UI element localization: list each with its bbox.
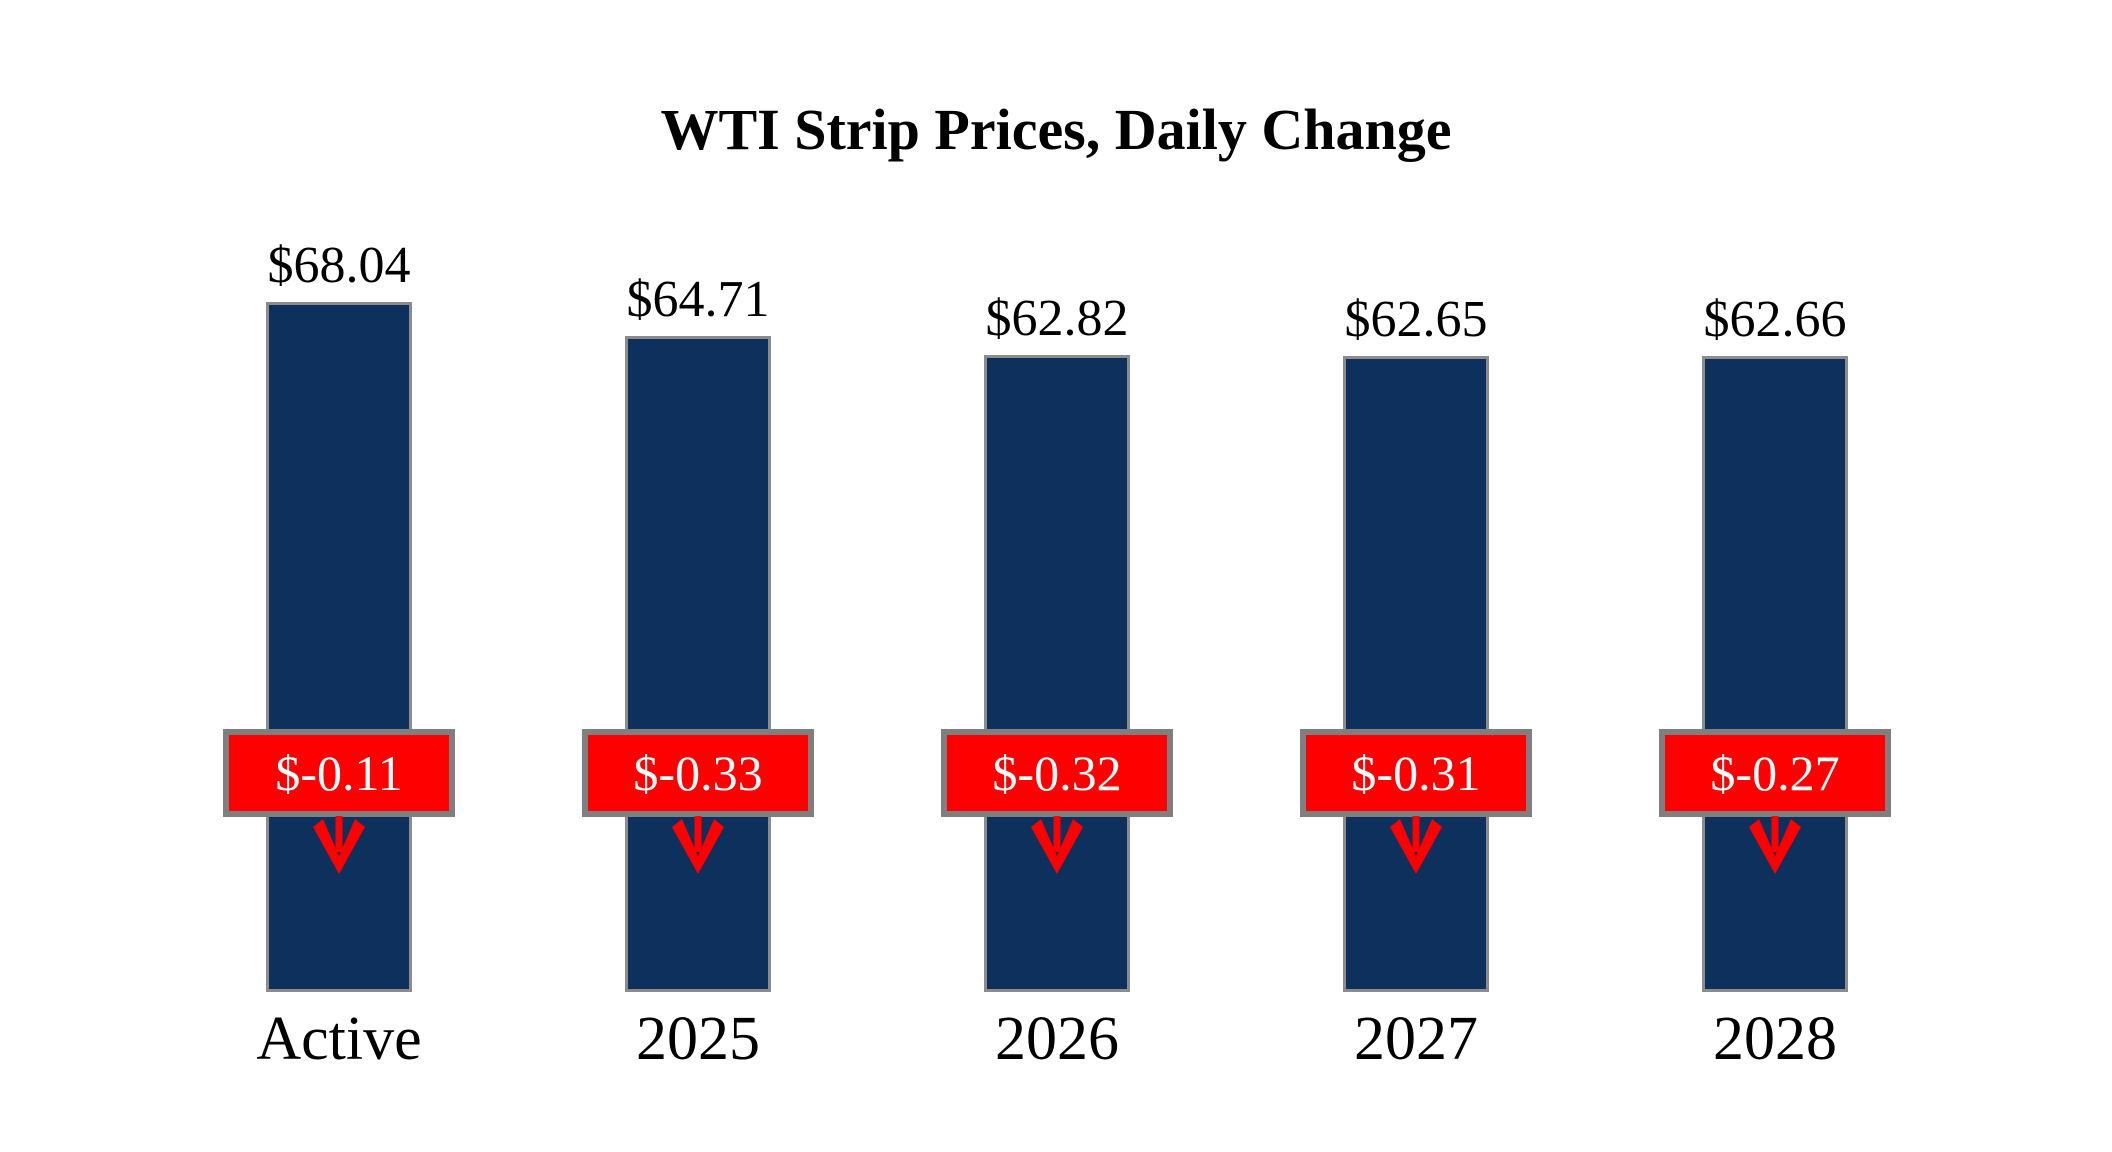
bar	[984, 355, 1130, 992]
change-badge: $-0.31	[1300, 729, 1532, 817]
category-label: Active	[256, 1005, 422, 1073]
category-label: 2025	[636, 1005, 760, 1073]
price-label: $62.82	[985, 290, 1129, 347]
change-label: $-0.32	[992, 745, 1122, 801]
change-badge: $-0.11	[223, 729, 455, 817]
category-label: 2027	[1354, 1005, 1478, 1073]
change-badge: $-0.27	[1659, 729, 1891, 817]
down-arrow-icon	[312, 816, 366, 874]
category-label: 2028	[1713, 1005, 1837, 1073]
price-label: $62.65	[1344, 291, 1488, 348]
down-arrow-icon	[671, 816, 725, 874]
change-label: $-0.11	[275, 745, 403, 801]
bar	[266, 302, 412, 992]
change-badge: $-0.33	[582, 729, 814, 817]
bar	[1702, 356, 1848, 992]
price-label: $68.04	[267, 237, 411, 294]
chart-title: WTI Strip Prices, Daily Change	[660, 97, 1452, 162]
bar	[625, 336, 771, 992]
change-badge: $-0.32	[941, 729, 1173, 817]
change-label: $-0.27	[1710, 745, 1840, 801]
category-label: 2026	[995, 1005, 1119, 1073]
down-arrow-icon	[1389, 816, 1443, 874]
price-label: $62.66	[1703, 291, 1847, 348]
change-label: $-0.31	[1351, 745, 1481, 801]
down-arrow-icon	[1030, 816, 1084, 874]
bar	[1343, 356, 1489, 992]
change-label: $-0.33	[633, 745, 763, 801]
price-label: $64.71	[626, 271, 770, 328]
down-arrow-icon	[1748, 816, 1802, 874]
